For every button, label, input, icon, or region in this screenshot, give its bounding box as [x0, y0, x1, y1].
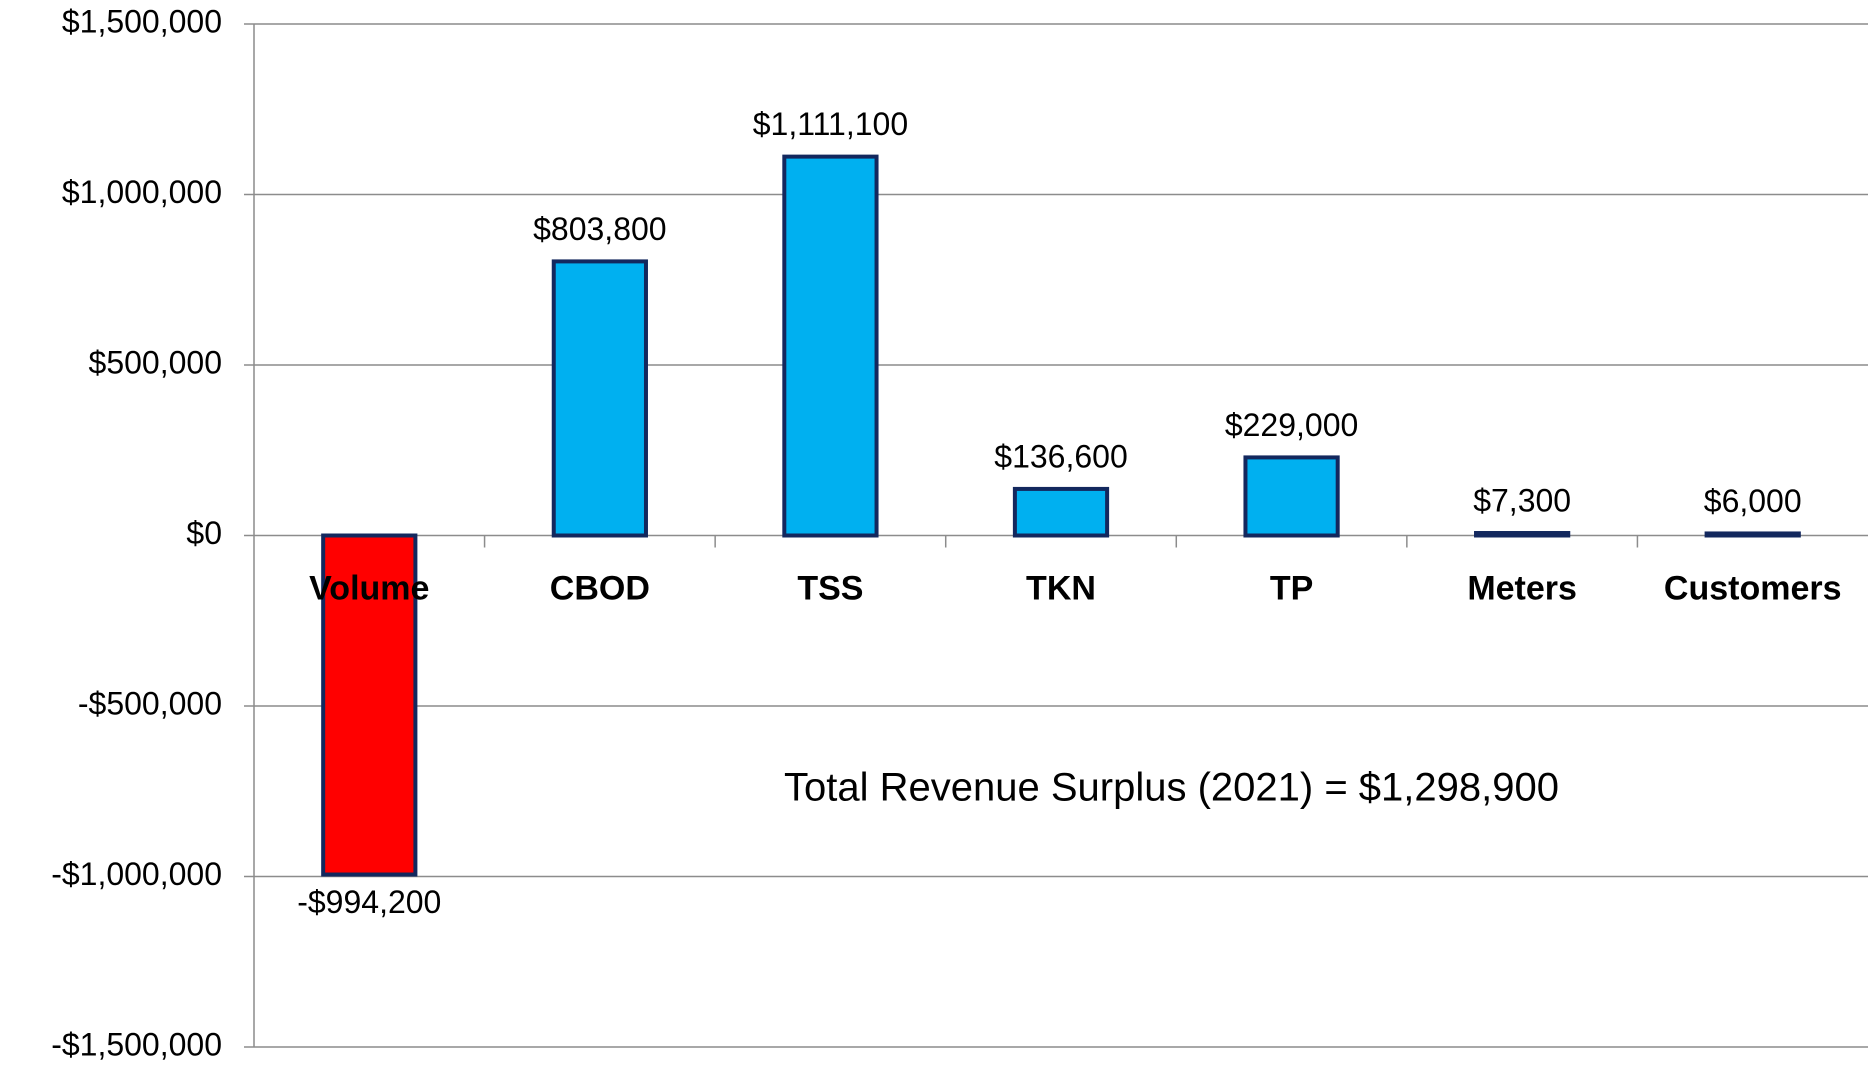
- data-label: -$994,200: [297, 884, 441, 920]
- y-tick-label: -$1,000,000: [51, 856, 222, 892]
- data-label: $7,300: [1473, 482, 1571, 518]
- bar: [321, 533, 418, 877]
- data-label: $803,800: [533, 211, 666, 247]
- x-tick-label: Volume: [309, 569, 429, 607]
- y-tick-label: $500,000: [89, 344, 222, 380]
- y-tick-label: $1,000,000: [62, 174, 222, 210]
- data-label: $6,000: [1704, 483, 1802, 519]
- x-tick-label: Customers: [1664, 569, 1842, 607]
- bar: [1704, 531, 1801, 538]
- bar: [1012, 486, 1110, 538]
- y-tick-label: -$500,000: [78, 685, 222, 721]
- bar: [1474, 531, 1571, 538]
- y-tick-label: $1,500,000: [62, 3, 222, 39]
- y-tick-label: $0: [186, 515, 222, 551]
- x-tick-label: TKN: [1026, 569, 1096, 607]
- bar: [551, 259, 648, 538]
- data-label: $1,111,100: [753, 106, 908, 142]
- bar: [1243, 455, 1340, 538]
- data-label: $136,600: [994, 438, 1127, 474]
- y-tick-label: -$1,500,000: [51, 1026, 222, 1062]
- x-tick-label: Meters: [1467, 569, 1577, 607]
- data-label: $229,000: [1225, 407, 1358, 443]
- x-tick-label: TP: [1270, 569, 1313, 607]
- x-tick-label: TSS: [797, 569, 863, 607]
- x-tick-label: CBOD: [550, 569, 650, 607]
- bar: [782, 154, 879, 538]
- annotation: Total Revenue Surplus (2021) = $1,298,90…: [784, 766, 1559, 810]
